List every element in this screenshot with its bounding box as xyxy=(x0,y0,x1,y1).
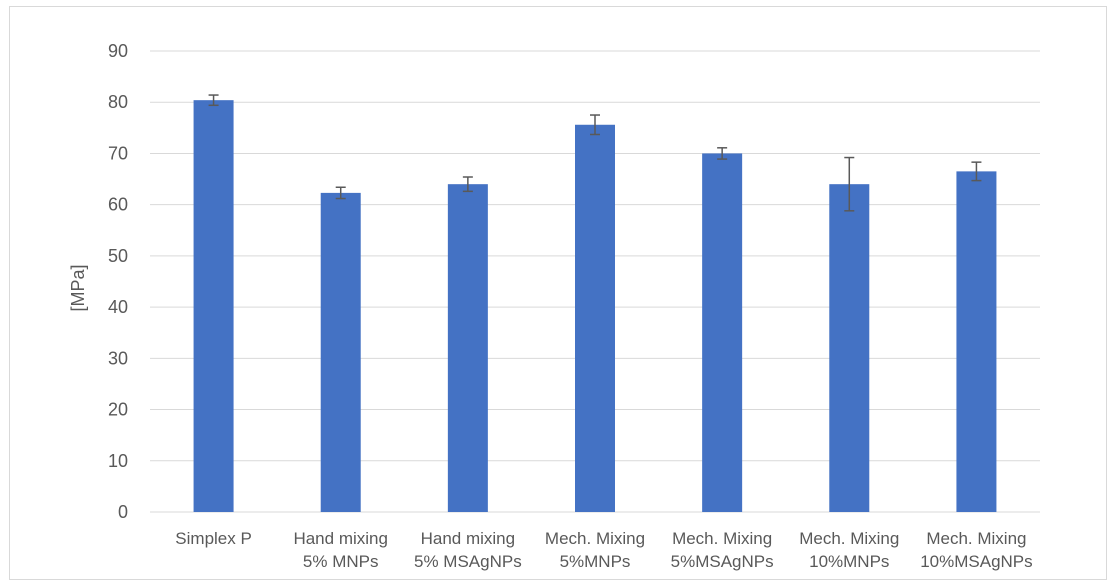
error-bar xyxy=(208,94,219,107)
bars xyxy=(193,100,997,512)
x-category-label: Mech. Mixing xyxy=(672,529,772,548)
bar xyxy=(956,171,997,512)
y-tick-label: 40 xyxy=(108,297,128,317)
y-tick-label: 30 xyxy=(108,348,128,368)
x-category-label: 5% MNPs xyxy=(303,552,379,571)
error-bar xyxy=(590,114,600,136)
x-category-label: Mech. Mixing xyxy=(926,529,1026,548)
x-category-label: 10%MNPs xyxy=(809,552,889,571)
y-tick-label: 0 xyxy=(118,502,128,522)
x-category-label: 5% MSAgNPs xyxy=(414,552,522,571)
x-category-label: Hand mixing xyxy=(293,529,388,548)
y-tick-label: 20 xyxy=(108,400,128,420)
x-category-label: Mech. Mixing xyxy=(545,529,645,548)
x-category-label: 5%MSAgNPs xyxy=(671,552,774,571)
error-bar xyxy=(971,161,982,182)
y-tick-label: 90 xyxy=(108,41,128,61)
bar xyxy=(193,100,234,512)
bar xyxy=(320,192,361,512)
y-axis-title: [MPa] xyxy=(68,264,88,311)
error-bar xyxy=(335,186,346,200)
x-category-label: 10%MSAgNPs xyxy=(920,552,1032,571)
y-tick-label: 10 xyxy=(108,451,128,471)
x-category-label: Hand mixing xyxy=(421,529,516,548)
bar xyxy=(575,124,615,512)
error-bar xyxy=(844,156,855,212)
bar xyxy=(447,184,488,512)
error-bar xyxy=(717,147,728,160)
chart-frame: 0 10 20 30 40 50 60 70 80 90 Simplex P Hand mixing… xyxy=(9,6,1107,580)
y-tick-label: 80 xyxy=(108,92,128,112)
x-category-label: 5%MNPs xyxy=(560,552,631,571)
error-bar xyxy=(462,176,473,193)
y-tick-label: 50 xyxy=(108,246,128,266)
bar xyxy=(702,153,743,512)
error-bars xyxy=(208,94,982,212)
x-category-label: Simplex P xyxy=(175,529,252,548)
bar-chart: 0 10 20 30 40 50 60 70 80 90 Simplex P Hand mixing… xyxy=(68,41,1040,571)
y-tick-labels: 0 10 20 30 40 50 60 70 80 90 xyxy=(108,41,128,522)
y-tick-label: 70 xyxy=(108,143,128,163)
bar xyxy=(829,184,870,512)
x-category-label: Mech. Mixing xyxy=(799,529,899,548)
x-category-labels: Simplex P Hand mixing 5% MNPs Hand mixing 5%… xyxy=(175,529,1032,571)
y-tick-label: 60 xyxy=(108,195,128,215)
